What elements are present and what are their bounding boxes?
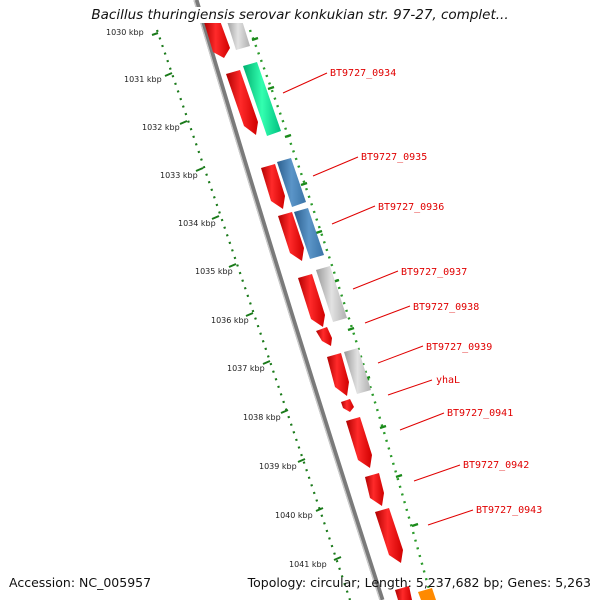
gene-label-leader [312, 156, 359, 177]
gene-arrow[interactable] [341, 399, 354, 412]
scale-tick-label: 1032 kbp [142, 123, 180, 132]
scale-tick [164, 72, 173, 77]
scale-tick [280, 409, 289, 414]
scale-tick-label: 1041 kbp [289, 560, 327, 569]
gene-label[interactable]: BT9727_0941 [447, 408, 513, 419]
gene-label-leader [352, 270, 399, 290]
scale-tick-label: 1040 kbp [275, 511, 313, 520]
gene-label-leader [282, 72, 328, 94]
outer-track-tick [411, 522, 419, 528]
genome-title: Bacillus thuringiensis serovar konkukian… [0, 7, 600, 23]
scale-tick [245, 312, 254, 317]
gene-label-leader [427, 509, 474, 526]
gene-arrow[interactable] [365, 473, 384, 506]
gene-box[interactable] [243, 62, 281, 136]
gene-label-leader [364, 305, 411, 324]
outer-track-tick [267, 85, 275, 91]
gene-box[interactable] [316, 266, 347, 322]
scale-tick [262, 360, 271, 365]
scale-tick [195, 167, 204, 172]
gene-label-leaders [282, 72, 474, 526]
gene-arrow[interactable] [327, 353, 349, 396]
gene-label-leader [399, 412, 445, 431]
scale-tick-label: 1039 kbp [259, 462, 297, 471]
gene-box[interactable] [418, 588, 436, 600]
gene-label[interactable]: BT9727_0943 [476, 505, 542, 516]
gene-label[interactable]: BT9727_0939 [426, 342, 492, 353]
genome-backbone [193, 0, 385, 600]
gene-box[interactable] [294, 208, 324, 259]
gene-box[interactable] [226, 14, 250, 50]
scale-tick [297, 458, 306, 463]
gene-arrow[interactable] [395, 586, 412, 600]
gene-label-leader [387, 379, 433, 396]
outer-track-tick [300, 181, 308, 187]
outer-track-tick [395, 473, 403, 479]
scale-ticks: 1030 kbp 1031 kbp 1032 kbp 1033 kbp 1034… [106, 28, 342, 569]
scale-tick [151, 32, 159, 36]
gene-arrow[interactable] [298, 274, 325, 327]
gene-arrow[interactable] [204, 18, 230, 58]
gene-arrow[interactable] [278, 212, 304, 261]
outer-track-tick [284, 133, 292, 139]
gene-label[interactable]: BT9727_0938 [413, 302, 479, 313]
gene-arrow[interactable] [226, 70, 258, 135]
gene-box[interactable] [277, 158, 306, 207]
scale-tick-label: 1034 kbp [178, 219, 216, 228]
outer-track-tick [347, 326, 355, 332]
scale-dotted-track [155, 29, 352, 600]
scale-tick [228, 263, 237, 268]
gene-arrow[interactable] [261, 164, 285, 209]
scale-tick-label: 1031 kbp [124, 75, 162, 84]
gene-arrow[interactable] [316, 327, 332, 346]
gene-label[interactable]: BT9727_0935 [361, 152, 427, 163]
scale-tick [315, 507, 324, 512]
scale-tick-label: 1037 kbp [227, 364, 265, 373]
gene-label-leader [413, 464, 461, 482]
gene-label-leader [331, 205, 376, 225]
gene-box[interactable] [344, 348, 371, 394]
gene-label[interactable]: yhaL [436, 375, 460, 386]
scale-tick-label: 1038 kbp [243, 413, 281, 422]
gene-label[interactable]: BT9727_0937 [401, 267, 467, 278]
outer-dotted-track [248, 29, 434, 600]
scale-tick [333, 556, 342, 561]
accession-info: Accession: NC_005957 [9, 575, 152, 590]
gene-arrow[interactable] [375, 508, 403, 563]
gene-arrow[interactable] [346, 417, 372, 468]
genome-backbone-highlight [193, 0, 381, 600]
scale-tick-label: 1033 kbp [160, 171, 198, 180]
gene-labels: BT9727_0934 BT9727_0935 BT9727_0936 BT97… [330, 68, 542, 516]
gene-label[interactable]: BT9727_0934 [330, 68, 396, 79]
outer-track-tick [379, 424, 387, 430]
outer-track-tick [315, 229, 323, 235]
genome-summary: Topology: circular; Length: 5,237,682 bp… [247, 575, 591, 590]
scale-tick-label: 1036 kbp [211, 316, 249, 325]
gene-label-leader [377, 345, 424, 364]
scale-tick [179, 120, 188, 125]
scale-tick-label: 1035 kbp [195, 267, 233, 276]
scale-tick-label: 1030 kbp [106, 28, 144, 37]
gene-label[interactable]: BT9727_0936 [378, 202, 444, 213]
scale-tick [211, 215, 220, 220]
outer-track-tick [251, 36, 259, 42]
gene-label[interactable]: BT9727_0942 [463, 460, 529, 471]
